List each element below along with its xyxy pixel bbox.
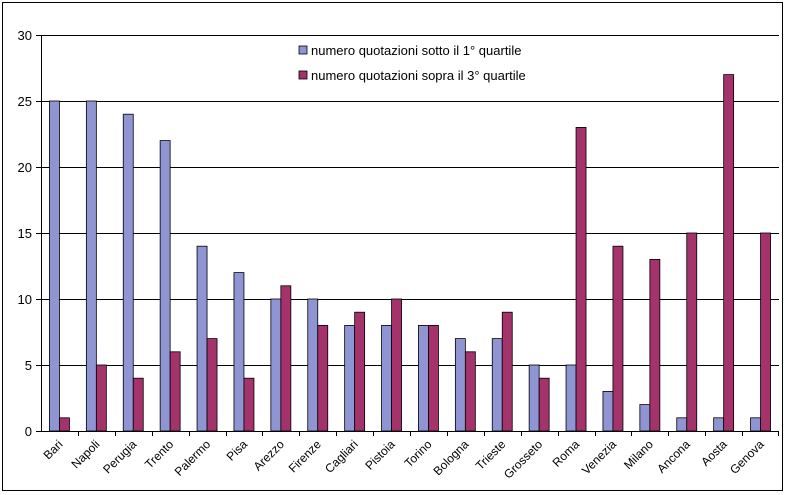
x-tick-label: Firenze <box>286 437 324 475</box>
y-tick-label: 20 <box>18 160 32 175</box>
bar-sopra-cagliari <box>354 311 366 432</box>
legend-label: numero quotazioni sotto il 1° quartile <box>311 43 521 58</box>
bar-sopra-pistoia <box>391 298 402 432</box>
bar-sopra-palermo <box>206 338 218 432</box>
bar-sotto-ancona <box>676 417 688 432</box>
x-tick-label: Bologna <box>430 437 471 478</box>
bar-sotto-napoli <box>85 100 97 432</box>
bar-sopra-arezzo <box>280 285 292 432</box>
bar-sotto-roma <box>565 364 577 432</box>
bar-sopra-aosta <box>723 74 735 432</box>
bar-sopra-pisa <box>243 377 255 432</box>
x-tick-label: Genova <box>727 437 767 477</box>
x-tick-label: Napoli <box>69 437 103 471</box>
x-tick-label: Torino <box>402 437 435 470</box>
bar-sotto-pistoia <box>381 324 392 432</box>
bar-sotto-perugia <box>122 113 134 432</box>
x-tick-label: Pistoia <box>362 437 398 473</box>
bar-sotto-palermo <box>196 245 208 432</box>
x-tick-label: Cagliari <box>322 437 361 476</box>
y-tick-label: 25 <box>18 94 32 109</box>
bar-sopra-bari <box>59 417 70 432</box>
x-tick-label: Trento <box>142 437 176 471</box>
legend-label: numero quotazioni sopra il 3° quartile <box>311 68 526 83</box>
y-tick-label: 0 <box>25 424 32 439</box>
bar-sotto-milano <box>639 404 651 432</box>
bar-sotto-trento <box>159 140 171 432</box>
x-tick-label: Perugia <box>100 437 139 476</box>
bar-sotto-genova <box>750 417 761 432</box>
bar-sotto-venezia <box>602 390 614 432</box>
x-tick-label: Grosseto <box>501 437 546 482</box>
bar-sopra-torino <box>428 324 439 432</box>
y-tick-label: 5 <box>25 358 32 373</box>
bar-sotto-aosta <box>713 417 725 432</box>
bar-sotto-trieste <box>491 338 503 432</box>
bar-sotto-arezzo <box>270 298 282 432</box>
bar-sopra-roma <box>575 127 587 432</box>
bar-sopra-perugia <box>132 377 144 432</box>
bar-sotto-torino <box>418 324 429 432</box>
bar-sotto-firenze <box>307 298 319 432</box>
bar-sotto-grosseto <box>528 364 540 432</box>
x-tick-label: Milano <box>621 437 656 472</box>
bar-sotto-cagliari <box>344 324 356 432</box>
bar-sotto-pisa <box>233 272 245 432</box>
bar-sopra-trieste <box>501 311 513 432</box>
bar-sopra-bologna <box>464 351 476 432</box>
x-tick-label: Bari <box>41 437 66 462</box>
bar-sopra-ancona <box>686 232 698 432</box>
legend-swatch-sopra <box>298 70 308 80</box>
y-tick-label: 10 <box>18 292 32 307</box>
x-tick-label: Roma <box>550 437 583 470</box>
legend-swatch-sotto <box>298 45 308 55</box>
bar-sopra-milano <box>649 258 661 432</box>
bar-sotto-bari <box>49 100 60 432</box>
bar-sopra-firenze <box>317 324 329 432</box>
bar-sopra-napoli <box>95 364 107 432</box>
x-tick-label: Pisa <box>224 437 251 464</box>
x-tick-label: Arezzo <box>251 437 288 474</box>
bar-sopra-venezia <box>612 245 624 432</box>
x-tick-label: Palermo <box>172 437 214 479</box>
bar-sopra-trento <box>169 351 181 432</box>
bar-sopra-genova <box>760 232 771 432</box>
y-tick-label: 30 <box>18 28 32 43</box>
x-tick-label: Trieste <box>473 437 509 473</box>
x-tick-label: Ancona <box>654 437 693 476</box>
x-tick-label: Venezia <box>579 437 619 477</box>
y-tick-label: 15 <box>18 226 32 241</box>
x-tick-label: Aosta <box>698 437 730 469</box>
bar-sotto-bologna <box>454 338 466 432</box>
bar-sopra-grosseto <box>538 377 550 432</box>
